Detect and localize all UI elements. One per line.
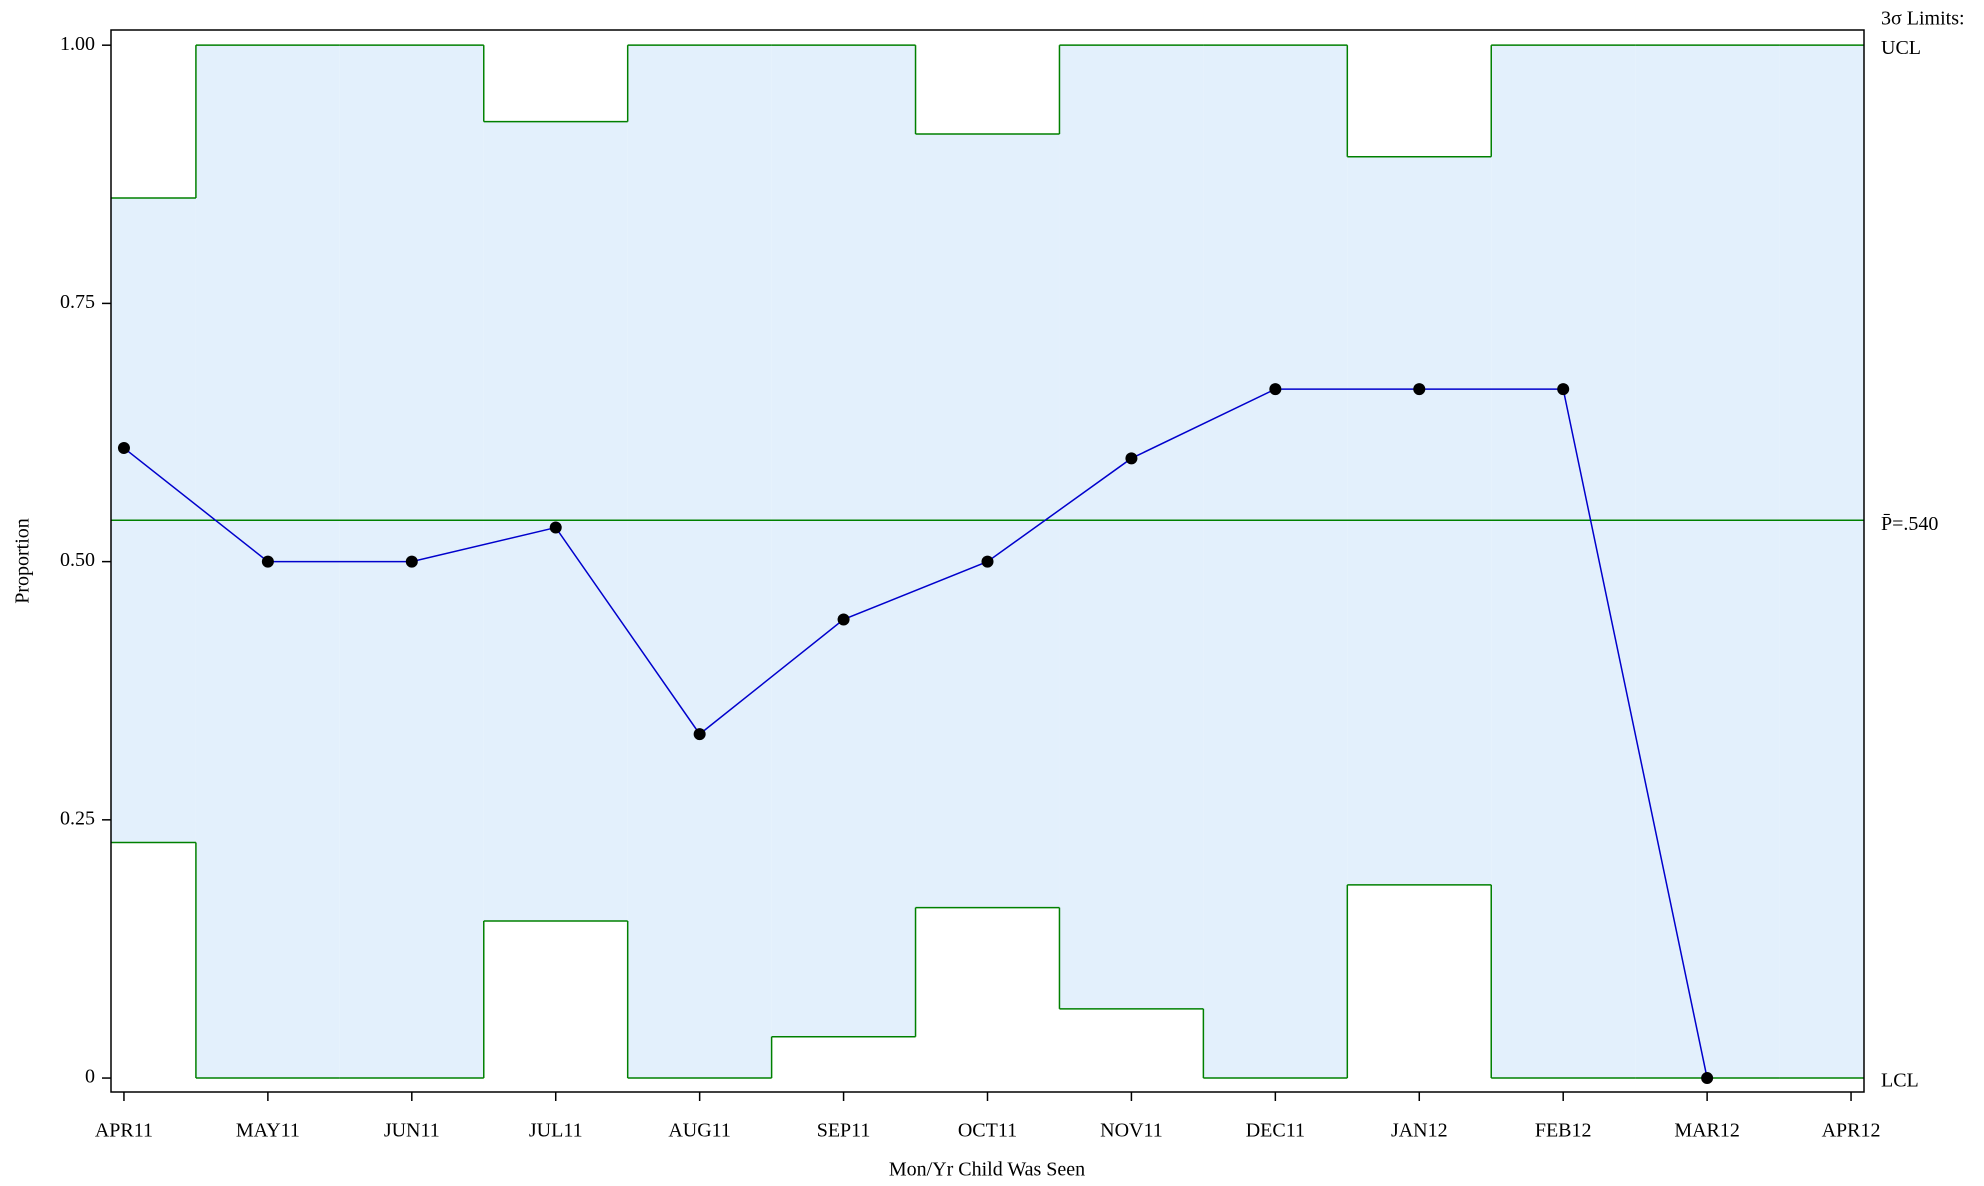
x-tick-label: DEC11: [1246, 1120, 1305, 1142]
limits-title: 3σ Limits:: [1881, 8, 1965, 30]
y-axis-title: Proportion: [12, 518, 34, 604]
control-band: [771, 45, 916, 1037]
y-tick-label: 0.50: [60, 549, 95, 571]
y-tick-label: 0.75: [60, 291, 95, 313]
x-tick-label: FEB12: [1535, 1120, 1592, 1142]
control-band: [1635, 45, 1780, 1079]
data-point: [117, 442, 130, 455]
x-tick-label: MAY11: [236, 1120, 300, 1142]
data-line: [123, 388, 1708, 1079]
data-point: [1269, 383, 1282, 396]
x-tick-label: APR12: [1822, 1120, 1881, 1142]
x-tick-label: SEP11: [817, 1120, 871, 1142]
data-point: [1413, 383, 1426, 396]
control-band: [1203, 45, 1348, 1079]
x-tick-label: APR11: [95, 1120, 153, 1142]
x-tick-label: JUN11: [384, 1120, 440, 1142]
center-line-label: P̄=.540: [1881, 513, 1938, 535]
data-point: [693, 728, 706, 741]
y-tick-label: 0.25: [60, 807, 95, 829]
x-tick-label: JAN12: [1391, 1120, 1448, 1142]
y-tick-label: 0: [85, 1066, 95, 1088]
data-point: [837, 613, 850, 626]
data-point: [405, 555, 418, 568]
data-point: [549, 521, 562, 534]
lcl-label: LCL: [1881, 1070, 1919, 1092]
x-axis-title: Mon/Yr Child Was Seen: [889, 1159, 1085, 1181]
control-band: [483, 121, 628, 922]
x-tick-label: OCT11: [958, 1120, 1017, 1142]
y-tick-label: 1.00: [60, 33, 95, 55]
data-point: [981, 555, 994, 568]
control-band: [1491, 45, 1636, 1079]
control-band: [1779, 45, 1864, 1079]
control-band: [1059, 45, 1204, 1009]
x-tick-label: AUG11: [668, 1120, 731, 1142]
data-point: [1125, 452, 1138, 465]
x-tick-label: MAR12: [1674, 1120, 1740, 1142]
ucl-label: UCL: [1881, 37, 1921, 59]
data-point: [1701, 1072, 1714, 1085]
x-tick-label: NOV11: [1100, 1120, 1163, 1142]
x-tick-label: JUL11: [529, 1120, 583, 1142]
control-band: [627, 45, 772, 1079]
data-point: [261, 555, 274, 568]
data-point: [1557, 383, 1570, 396]
